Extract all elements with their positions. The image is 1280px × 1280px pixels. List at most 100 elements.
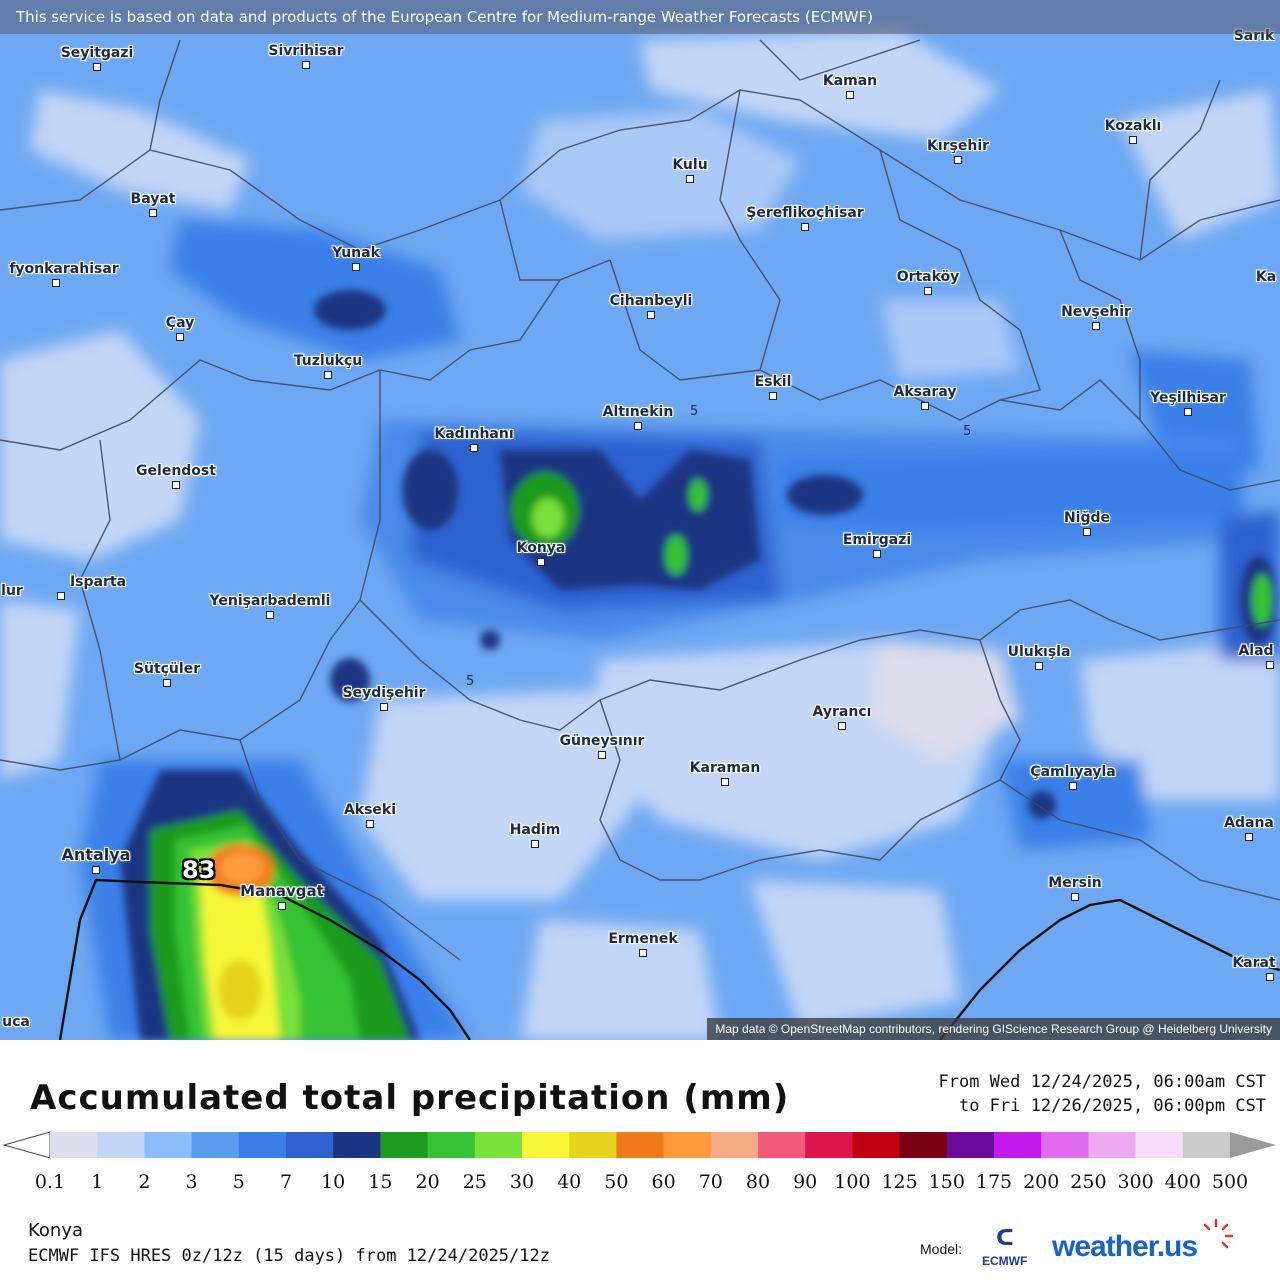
- city-label: fyonkarahisar: [9, 261, 119, 277]
- colorbar-tick-label: 150: [929, 1171, 965, 1193]
- colorbar-tick-label: 80: [746, 1171, 770, 1193]
- time-range: From Wed 12/24/2025, 06:00am CST to Fri …: [938, 1070, 1266, 1118]
- city-label: Ortaköy: [896, 269, 960, 285]
- colorbar-swatch: [286, 1132, 334, 1158]
- city-label: Kaman: [822, 73, 878, 89]
- colorbar-swatch: [333, 1132, 381, 1158]
- weather-us-logo[interactable]: weather.us: [1052, 1230, 1198, 1263]
- colorbar-tick-label: 1: [91, 1171, 103, 1193]
- colorbar-tick-label: 90: [793, 1171, 817, 1193]
- colorbar-tick-label: 10: [321, 1171, 345, 1193]
- colorbar-swatch: [946, 1132, 995, 1158]
- colorbar-swatch: [522, 1132, 570, 1158]
- colorbar-swatch: [144, 1132, 193, 1158]
- city-label: Güneysınır: [559, 733, 645, 749]
- city-label: Manavgat: [240, 882, 324, 900]
- colorbar-swatch: [852, 1132, 901, 1158]
- city-label: Hadim: [509, 822, 561, 838]
- city-label: Ermenek: [608, 931, 678, 947]
- city-label: Eskil: [754, 374, 792, 390]
- city-label: Çay: [165, 315, 195, 331]
- colorbar-tick-label: 20: [416, 1171, 440, 1193]
- precipitation-map[interactable]: Seyitgazi Sivrihisar Kaman Kozaklı Kırşe…: [0, 0, 1280, 1040]
- city-label: Aksaray: [893, 384, 957, 400]
- colorbar-tick-label: 15: [368, 1171, 392, 1193]
- model-label: Model:: [920, 1241, 963, 1257]
- city-label: uca: [2, 1014, 30, 1030]
- map-attribution[interactable]: Map data © OpenStreetMap contributors, r…: [707, 1018, 1280, 1040]
- city-label: Alad: [1238, 643, 1274, 659]
- time-range-to: to Fri 12/26/2025, 06:00pm CST: [958, 1096, 1266, 1116]
- colorbar-tick-label: 7: [280, 1171, 292, 1193]
- colorbar-tick-label: 30: [510, 1171, 534, 1193]
- colorbar-tick-label: 3: [186, 1171, 198, 1193]
- city-label: Ayrancı: [812, 704, 872, 720]
- colorbar-swatch: [50, 1132, 98, 1158]
- ecmwf-logo-icon: ᑕ: [996, 1226, 1014, 1251]
- colorbar-swatch: [238, 1132, 287, 1158]
- max-value-label: 83: [182, 856, 216, 884]
- legend-panel: Accumulated total precipitation (mm) Fro…: [0, 1040, 1280, 1280]
- contour-label: 5: [466, 674, 475, 689]
- sun-icon: [1203, 1218, 1234, 1249]
- contour-label: 5: [963, 424, 972, 439]
- city-label: Kulu: [672, 157, 708, 173]
- colorbar-swatch: [1041, 1132, 1089, 1158]
- colorbar-tick-label: 400: [1165, 1171, 1201, 1193]
- colorbar-tick-label: 25: [463, 1171, 487, 1193]
- colorbar-swatch: [994, 1132, 1042, 1158]
- colorbar-swatch: [758, 1132, 806, 1158]
- city-label: Cihanbeyli: [609, 293, 693, 309]
- colorbar-tick-label: 125: [881, 1171, 917, 1193]
- colorbar-swatch: [191, 1132, 240, 1158]
- city-label: Mersin: [1048, 875, 1102, 891]
- ecmwf-attribution: This service is based on data and produc…: [0, 0, 1280, 34]
- colorbar-swatch: [474, 1132, 523, 1158]
- city-label: Yeşilhisar: [1150, 390, 1226, 406]
- colorbar-tick-label: 40: [557, 1171, 581, 1193]
- location-label: Konya: [28, 1220, 84, 1241]
- city-label: Şereflikoçhisar: [746, 205, 864, 221]
- city-label: Isparta: [69, 574, 127, 590]
- city-label: Yunak: [332, 245, 380, 261]
- colorbar-swatch: [899, 1132, 948, 1158]
- city-label: Gelendost: [136, 463, 216, 479]
- colorbar-tick-label: 50: [604, 1171, 628, 1193]
- colorbar-over-arrow: [1230, 1132, 1276, 1158]
- city-label: lur: [1, 583, 23, 599]
- city-label: Karaman: [689, 760, 761, 776]
- colorbar-tick-label: 60: [652, 1171, 676, 1193]
- city-label: Kırşehir: [926, 138, 990, 154]
- colorbar-under-arrow: [2, 1131, 51, 1159]
- colorbar-tick-label: 175: [976, 1171, 1012, 1193]
- city-label: Kadınhanı: [434, 426, 514, 442]
- colorbar-tick-label: 300: [1117, 1171, 1153, 1193]
- colorbar-swatch: [427, 1132, 476, 1158]
- city-label: Altınekin: [602, 404, 674, 420]
- city-label: Konya: [516, 540, 566, 556]
- city-label: Ulukışla: [1007, 644, 1071, 660]
- legend-title: Accumulated total precipitation (mm): [30, 1078, 790, 1118]
- city-label: Adana: [1224, 815, 1274, 831]
- colorbar: 0.1 1 2 3 5 7 10 15 20 25 30 40 50 60 70 80 90 100 125 150 1…: [2, 1131, 1276, 1193]
- city-label: Ka: [1255, 269, 1277, 285]
- colorbar-tick-label: 200: [1023, 1171, 1059, 1193]
- colorbar-swatch: [616, 1132, 665, 1158]
- city-label: Sivrihisar: [268, 43, 344, 59]
- city-label: Antalya: [61, 845, 131, 864]
- colorbar-tick-label: 250: [1070, 1171, 1106, 1193]
- colorbar-swatch: [1182, 1132, 1231, 1158]
- city-label: Tuzlukçu: [293, 353, 363, 369]
- contour-label: 5: [690, 404, 699, 419]
- city-label: Seyitgazi: [60, 45, 134, 61]
- city-label: Nevşehir: [1061, 304, 1131, 320]
- city-label: Niğde: [1063, 510, 1111, 526]
- colorbar-swatch: [1135, 1132, 1184, 1158]
- time-range-from: From Wed 12/24/2025, 06:00am CST: [938, 1072, 1266, 1092]
- city-label: Yenişarbademli: [209, 593, 331, 609]
- colorbar-tick-label: 100: [834, 1171, 870, 1193]
- city-label: Seydişehir: [342, 685, 426, 701]
- colorbar-tick-label: 2: [138, 1171, 150, 1193]
- city-label: Emirgazi: [842, 532, 912, 548]
- precipitation-field: [0, 0, 1280, 1040]
